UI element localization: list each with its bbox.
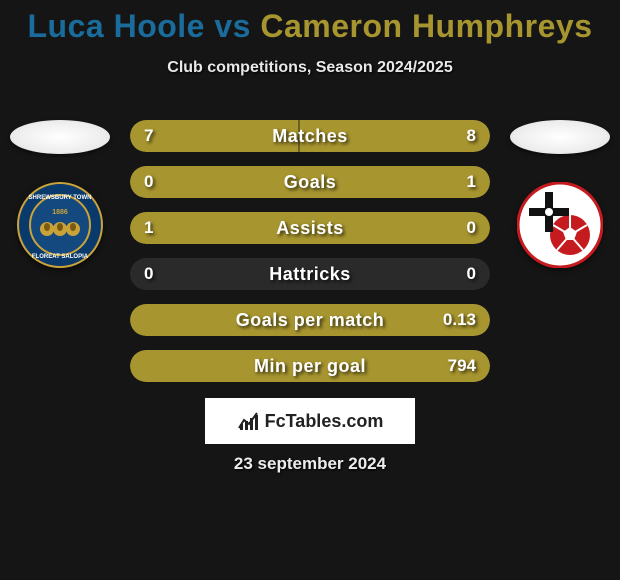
- stat-row-matches: Matches7 8: [130, 120, 490, 152]
- svg-text:SHREWSBURY TOWN: SHREWSBURY TOWN: [29, 195, 92, 201]
- comparison-title: Luca Hoole vs Cameron Humphreys: [0, 0, 620, 45]
- stat-label: Min per goal: [130, 350, 490, 382]
- stat-label: Hattricks: [130, 258, 490, 290]
- vs-word: vs: [214, 8, 251, 44]
- player2-column: [510, 120, 610, 268]
- stat-value-left: 0: [144, 258, 153, 290]
- stat-value-right: 0: [467, 212, 476, 244]
- stat-value-left: 0: [144, 166, 153, 198]
- player2-avatar-placeholder: [510, 120, 610, 154]
- svg-text:1886: 1886: [52, 209, 68, 216]
- stat-value-left: 1: [144, 212, 153, 244]
- shrewsbury-badge-icon: SHREWSBURY TOWN FLOREAT SALOPIA 1886: [17, 182, 103, 268]
- stat-row-hattricks: Hattricks0 0: [130, 258, 490, 290]
- stat-label: Goals per match: [130, 304, 490, 336]
- stat-value-right: 0: [467, 258, 476, 290]
- stat-bars: Matches78Goals01Assists10Hattricks00Goal…: [130, 120, 490, 396]
- stat-row-goals-per-match: Goals per match0.13: [130, 304, 490, 336]
- svg-text:FLOREAT SALOPIA: FLOREAT SALOPIA: [32, 254, 89, 260]
- stat-value-right: 794: [448, 350, 476, 382]
- player2-name: Cameron Humphreys: [260, 8, 592, 44]
- stat-value-left: 7: [144, 120, 153, 152]
- stat-label: Assists: [130, 212, 490, 244]
- stat-value-right: 0.13: [443, 304, 476, 336]
- stat-value-right: 1: [467, 166, 476, 198]
- stat-row-min-per-goal: Min per goal794: [130, 350, 490, 382]
- player1-name: Luca Hoole: [28, 8, 205, 44]
- stat-label: Goals: [130, 166, 490, 198]
- player1-avatar-placeholder: [10, 120, 110, 154]
- stat-value-right: 8: [467, 120, 476, 152]
- chart-icon: [237, 410, 259, 432]
- date-text: 23 september 2024: [0, 454, 620, 474]
- player1-column: SHREWSBURY TOWN FLOREAT SALOPIA 1886: [10, 120, 110, 268]
- stat-row-assists: Assists1 0: [130, 212, 490, 244]
- player2-club-badge: [517, 182, 603, 268]
- stat-row-goals: Goals0 1: [130, 166, 490, 198]
- fctables-watermark: FcTables.com: [205, 398, 415, 444]
- watermark-text: FcTables.com: [265, 411, 384, 432]
- rotherham-badge-icon: [517, 182, 603, 268]
- subtitle: Club competitions, Season 2024/2025: [0, 59, 620, 77]
- player1-club-badge: SHREWSBURY TOWN FLOREAT SALOPIA 1886: [17, 182, 103, 268]
- stat-label: Matches: [130, 120, 490, 152]
